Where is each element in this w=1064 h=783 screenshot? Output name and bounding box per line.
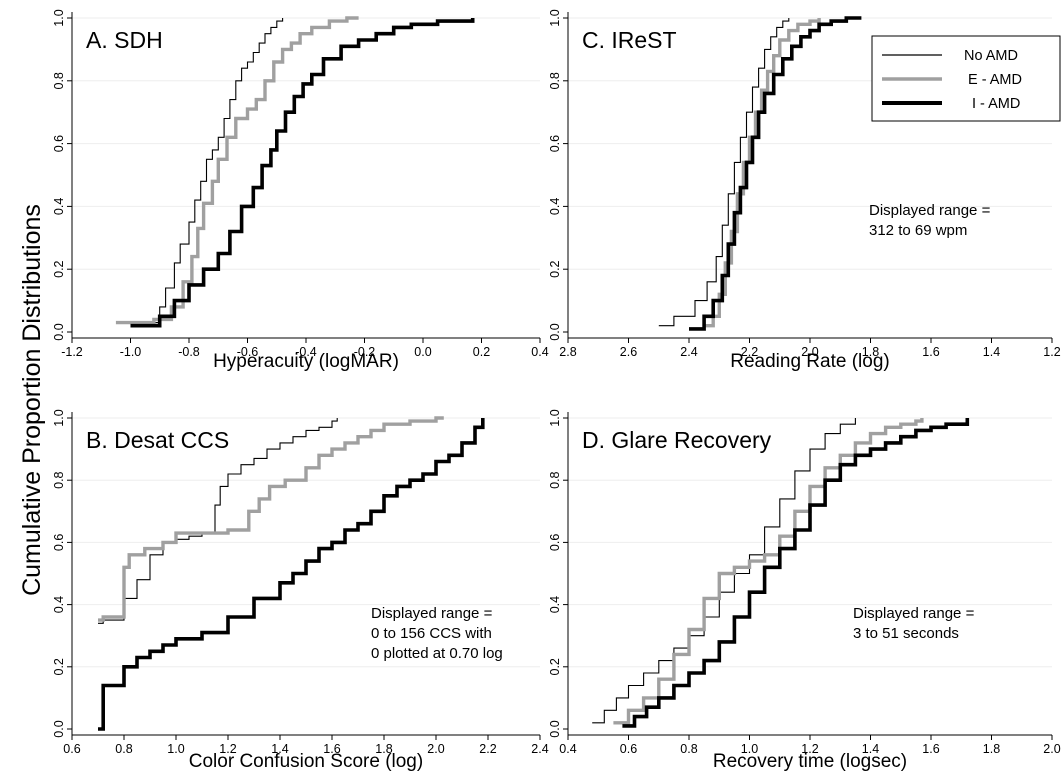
panel-d-x-tick-label: 0.8 <box>680 742 697 756</box>
panel-c-annotation-line: 312 to 69 wpm <box>869 222 967 239</box>
panel-b-annotation-line: 0 plotted at 0.70 log <box>371 645 503 662</box>
panel-b-series-e-amd <box>98 416 444 622</box>
panel-a-x-tick-label: -0.4 <box>295 345 317 359</box>
panel-b-x-tick-label: 2.0 <box>427 742 444 756</box>
panel-a-y-tick-label: 0.8 <box>52 72 66 89</box>
panel-d-y-tick-label: 0.4 <box>548 596 562 613</box>
panel-a-x-tick-label: 0.4 <box>531 345 548 359</box>
panel-c-series-no-amd <box>658 18 790 327</box>
panel-b-title: B. Desat CCS <box>86 427 229 453</box>
panel-a-y-tick-label: 0.6 <box>52 135 66 152</box>
panel-c-x-tick-label: 2.0 <box>801 345 818 359</box>
panel-b-y-tick-label: 0.6 <box>52 534 66 551</box>
panel-a-y-tick-label: 0.0 <box>52 323 66 340</box>
panel-d-y-tick-label: 0.6 <box>548 534 562 551</box>
panel-d-x-tick-label: 1.6 <box>922 742 939 756</box>
legend-label-no-amd: No AMD <box>964 48 1018 64</box>
panel-d-series-e-amd <box>613 418 924 725</box>
panel-d-x-tick-label: 1.4 <box>862 742 879 756</box>
panel-c-x-tick-label: 2.2 <box>741 345 758 359</box>
panel-c-x-tick-label: 1.4 <box>983 345 1000 359</box>
panel-b-x-tick-label: 1.8 <box>375 742 392 756</box>
panel-a-x-tick-label: -1.0 <box>120 345 142 359</box>
panel-a-x-tick-label: -0.8 <box>178 345 200 359</box>
panel-b-annotation-line: 0 to 156 CCS with <box>371 625 492 642</box>
panel-c-y-tick-label: 0.4 <box>548 198 562 215</box>
panel-b-y-tick-label: 0.8 <box>52 471 66 488</box>
figure-ylabel: Cumulative Proportion Distributions <box>18 204 46 596</box>
panel-b-x-label: Color Confusion Score (log) <box>189 751 423 772</box>
panel-d-title: D. Glare Recovery <box>582 427 772 453</box>
panel-b-x-tick-label: 0.6 <box>63 742 80 756</box>
legend-label-e-amd: E - AMD <box>968 72 1022 88</box>
panel-d-x-tick-label: 0.4 <box>559 742 576 756</box>
panel-a-series-i-amd <box>130 18 475 328</box>
panel-a-x-tick-label: -0.2 <box>354 345 376 359</box>
panel-d-series-i-amd <box>622 418 970 728</box>
panel-c-x-tick-label: 1.6 <box>922 345 939 359</box>
panel-c-y-tick-label: 0.0 <box>548 323 562 340</box>
panel-d-glare-recovery: 0.0 0.2 0.4 0.6 0.8 1.0 0.4 0.6 0.8 1.0 1.2 1.4 1.6 1… <box>548 409 1061 772</box>
panel-c-x-tick-label: 1.8 <box>862 345 879 359</box>
panel-b-annotation-line: Displayed range = <box>371 605 493 622</box>
panel-b-x-tick-label: 1.4 <box>271 742 288 756</box>
panel-c-y-tick-label: 0.2 <box>548 260 562 277</box>
panel-b-y-tick-label: 0.2 <box>52 658 66 675</box>
panel-b-x-tick-label: 2.4 <box>531 742 548 756</box>
panel-b-x-tick-label: 1.0 <box>167 742 184 756</box>
panel-d-annotation-line: Displayed range = <box>853 605 975 622</box>
panel-c-x-tick-label: 1.2 <box>1043 345 1060 359</box>
panel-a-series-no-amd <box>145 18 284 324</box>
panel-d-y-tick-label: 0.2 <box>548 658 562 675</box>
panel-d-y-tick-label: 0.8 <box>548 471 562 488</box>
panel-a-x-tick-label: -0.6 <box>237 345 259 359</box>
panel-a-y-tick-label: 0.2 <box>52 260 66 277</box>
panel-d-x-label: Recovery time (logsec) <box>713 751 907 772</box>
panel-c-annotation-line: Displayed range = <box>869 202 991 219</box>
legend: No AMD E - AMD I - AMD <box>871 35 1061 122</box>
panel-c-y-tick-label: 1.0 <box>548 9 562 26</box>
panel-d-y-tick-label: 1.0 <box>548 409 562 426</box>
panel-c-x-tick-label: 2.6 <box>620 345 637 359</box>
panel-b-x-tick-label: 0.8 <box>115 742 132 756</box>
panel-a-sdh: 0.0 0.2 0.4 0.6 0.8 1.0 -1.2 -1.0 -0.8 -0.6 -0.4 -0… <box>52 9 549 372</box>
panel-c-x-tick-label: 2.4 <box>680 345 697 359</box>
panel-d-x-tick-label: 1.0 <box>741 742 758 756</box>
panel-b-y-tick-label: 0.0 <box>52 720 66 737</box>
panel-a-x-tick-label: 0.2 <box>473 345 490 359</box>
panel-d-y-tick-label: 0.0 <box>548 720 562 737</box>
panel-a-y-tick-label: 0.4 <box>52 198 66 215</box>
panel-a-y-tick-label: 1.0 <box>52 9 66 26</box>
panel-c-y-tick-label: 0.8 <box>548 72 562 89</box>
panel-c-title: C. IReST <box>582 27 677 53</box>
panel-b-x-tick-label: 2.2 <box>479 742 496 756</box>
panel-a-x-tick-label: -1.2 <box>61 345 83 359</box>
panel-a-series-e-amd <box>115 16 359 325</box>
panel-c-x-label: Reading Rate (log) <box>730 351 889 372</box>
panel-d-x-tick-label: 1.2 <box>801 742 818 756</box>
panel-b-x-tick-label: 1.2 <box>219 742 236 756</box>
panel-a-x-label: Hyperacuity (logMAR) <box>213 351 399 372</box>
panel-b-y-tick-label: 0.4 <box>52 596 66 613</box>
panel-a-x-tick-label: 0.0 <box>414 345 431 359</box>
legend-label-i-amd: I - AMD <box>972 96 1020 112</box>
panel-c-x-tick-label: 2.8 <box>559 345 576 359</box>
panel-d-x-tick-label: 2.0 <box>1043 742 1060 756</box>
panel-c-series-i-amd <box>689 16 862 331</box>
panel-b-series-i-amd <box>98 418 485 731</box>
panel-c-series-e-amd <box>704 18 821 328</box>
panel-a-title: A. SDH <box>86 27 163 53</box>
panel-d-annotation-line: 3 to 51 seconds <box>853 625 959 642</box>
panel-d-series-no-amd <box>592 418 856 724</box>
panel-b-y-tick-label: 1.0 <box>52 409 66 426</box>
panel-b-series-no-amd <box>98 418 338 624</box>
panel-c-y-tick-label: 0.6 <box>548 135 562 152</box>
panel-b-desat-ccs: 0.0 0.2 0.4 0.6 0.8 1.0 0.6 0.8 1.0 1.2 1.4 1.6 1.8 2… <box>52 409 549 772</box>
panel-c-irest: 0.0 0.2 0.4 0.6 0.8 1.0 2.8 2.6 2.4 2.2 2.0 1.8 1.6 1… <box>548 9 1061 372</box>
panel-d-x-tick-label: 0.6 <box>620 742 637 756</box>
panel-b-x-tick-label: 1.6 <box>323 742 340 756</box>
panel-d-x-tick-label: 1.8 <box>983 742 1000 756</box>
